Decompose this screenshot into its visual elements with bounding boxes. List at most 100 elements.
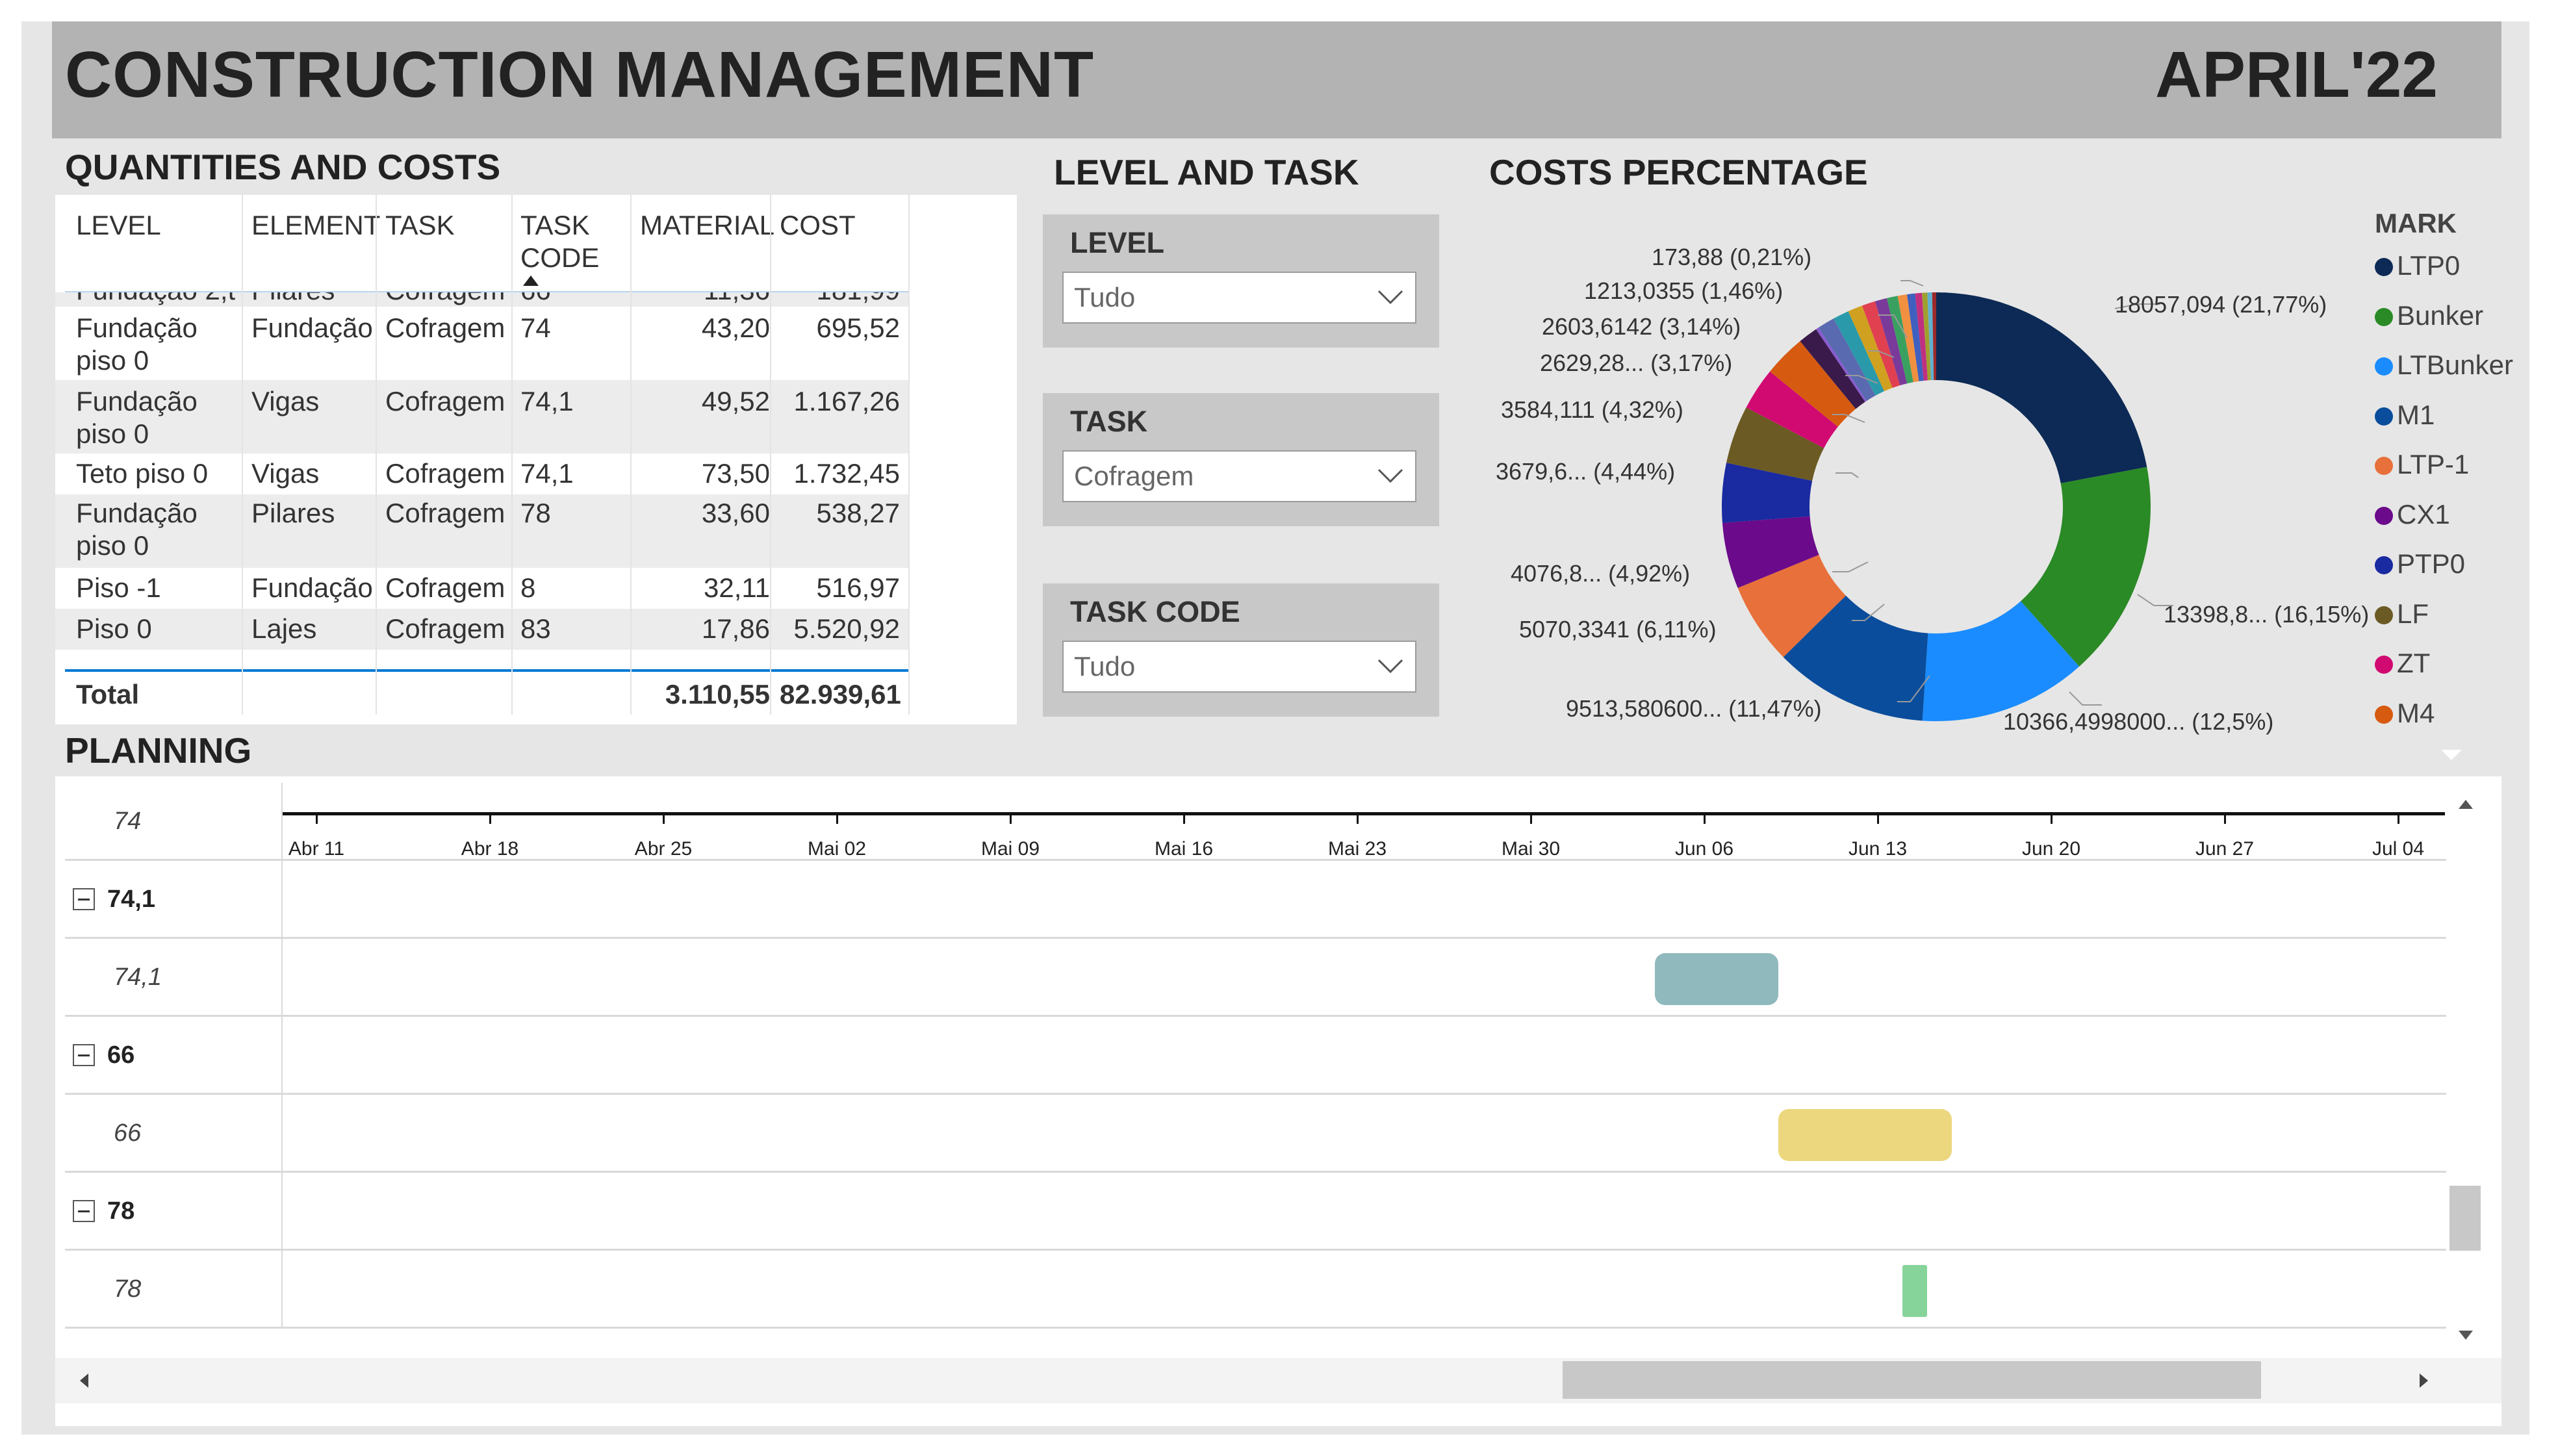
cell-task: Cofragem: [385, 386, 505, 416]
donut-slice[interactable]: [1874, 298, 1908, 386]
donut-slice[interactable]: [1861, 301, 1900, 389]
donut-slice[interactable]: [1815, 327, 1867, 402]
gantt-task-row[interactable]: 74: [65, 783, 2446, 861]
timeline-tick-label: Mai 16: [1154, 838, 1214, 860]
legend-item-bunker[interactable]: Bunker: [2375, 300, 2483, 331]
gantt-task-bar[interactable]: [1654, 953, 1779, 1005]
donut-slice-cx1[interactable]: [1722, 516, 1819, 588]
legend-marker-icon: [2375, 556, 2393, 574]
timeline-tick-mark: [1704, 812, 1706, 824]
task-code-dropdown[interactable]: Tudo: [1062, 641, 1416, 693]
timeline-tick-mark: [2398, 812, 2399, 824]
gantt-task-row[interactable]: 74,1: [65, 939, 2446, 1017]
legend-item-ltbunker[interactable]: LTBunker: [2375, 350, 2513, 381]
gantt-vertical-scrollbar[interactable]: [2449, 786, 2482, 1351]
column-header-level[interactable]: LEVEL: [76, 210, 161, 240]
legend-item-m1[interactable]: M1: [2375, 400, 2435, 431]
gantt-row-header: 78: [65, 1251, 283, 1327]
gantt-horizontal-scrollbar[interactable]: [55, 1358, 2501, 1403]
gantt-task-row[interactable]: 66: [65, 1095, 2446, 1173]
table-row[interactable]: Teto piso 0 Vigas Cofragem 74,1 73,50 1.…: [55, 453, 910, 494]
collapse-icon[interactable]: [73, 1044, 95, 1066]
donut-slice[interactable]: [1932, 292, 1936, 381]
scroll-down-icon[interactable]: [2457, 1329, 2474, 1342]
level-dropdown[interactable]: Tudo: [1062, 272, 1416, 324]
donut-slice-ltp-1[interactable]: [1737, 554, 1846, 658]
gantt-task-row[interactable]: 78: [65, 1251, 2446, 1329]
table-row[interactable]: Piso 0 Lajes Cofragem 83 17,86 5.520,92: [55, 609, 910, 650]
gantt-group-row[interactable]: 74,1: [65, 861, 2446, 939]
gantt-row-label: 78: [114, 1275, 142, 1303]
donut-slice[interactable]: [1915, 292, 1928, 381]
donut-slice[interactable]: [1887, 296, 1913, 384]
donut-slice[interactable]: [1897, 294, 1919, 383]
donut-slice[interactable]: [1907, 293, 1924, 381]
gantt-row-header: 74,1: [65, 861, 283, 938]
leader-line: [1845, 375, 1878, 384]
legend-item-ltp0[interactable]: LTP0: [2375, 250, 2460, 281]
cell-cost: 1.732,45: [793, 458, 901, 489]
leader-line: [1832, 561, 1869, 572]
donut-slice[interactable]: [1927, 292, 1934, 381]
scroll-left-icon[interactable]: [78, 1372, 91, 1389]
cell-code: 74: [520, 313, 551, 343]
table-row[interactable]: Fundação piso 0 Vigas Cofragem 74,1 49,5…: [55, 380, 910, 453]
timeline-tick-label: Abr 25: [634, 838, 693, 860]
task-dropdown[interactable]: Cofragem: [1062, 450, 1416, 502]
column-header-task[interactable]: TASK: [385, 210, 455, 240]
gantt-task-bar[interactable]: [1778, 1109, 1952, 1161]
table-row[interactable]: Piso -1 Fundação Cofragem 8 32,11 516,97: [55, 568, 910, 609]
donut-slice-ltp0[interactable]: [1936, 292, 2147, 483]
cell-element: Pilares: [251, 292, 335, 307]
donut-slice[interactable]: [1818, 318, 1876, 402]
legend-label: LTBunker: [2397, 350, 2513, 380]
column-header-element[interactable]: ELEMENT: [251, 210, 381, 240]
gantt-row-label: 66: [114, 1119, 142, 1147]
legend-item-ltp-1[interactable]: LTP-1: [2375, 449, 2469, 480]
column-header-cost[interactable]: COST: [780, 210, 856, 240]
scroll-right-icon[interactable]: [2417, 1372, 2430, 1389]
collapse-icon[interactable]: [73, 888, 95, 910]
donut-slice[interactable]: [1921, 292, 1931, 381]
legend-marker-icon: [2375, 457, 2393, 475]
donut-slice[interactable]: [1834, 311, 1884, 396]
legend-item-zt[interactable]: ZT: [2375, 648, 2430, 679]
chevron-down-icon: [1377, 290, 1403, 305]
donut-slice-zt[interactable]: [1746, 371, 1838, 448]
page-title: CONSTRUCTION MANAGEMENT: [65, 38, 1095, 111]
cell-cost: 695,52: [816, 313, 900, 343]
table-total-row: Total 3.110,55 82.939,61: [65, 669, 910, 717]
donut-slice-ptp0[interactable]: [1722, 463, 1813, 523]
leader-line: [1835, 472, 1859, 478]
donut-slice-lf[interactable]: [1726, 407, 1824, 481]
column-divider: [630, 195, 632, 715]
collapse-icon[interactable]: [73, 1200, 95, 1222]
cell-element: Vigas: [251, 386, 320, 416]
legend-item-m4[interactable]: M4: [2375, 698, 2435, 729]
donut-slice[interactable]: [1848, 305, 1893, 392]
legend-item-lf[interactable]: LF: [2375, 598, 2429, 630]
table-row[interactable]: Fundação 2,t Pilares Cofragem 66 11,36 1…: [55, 292, 910, 307]
donut-label: 2603,6142 (3,14%): [1542, 313, 1741, 340]
table-row[interactable]: Fundação piso 0 Fundação Cofragem 74 43,…: [55, 307, 910, 380]
gantt-group-row[interactable]: 78: [65, 1173, 2446, 1251]
column-header-task-code[interactable]: TASK CODE: [520, 210, 600, 273]
donut-slice-m1[interactable]: [1783, 595, 1928, 721]
scroll-thumb[interactable]: [2449, 1186, 2481, 1251]
donut-slice[interactable]: [1800, 329, 1865, 409]
donut-slice-m4[interactable]: [1770, 341, 1856, 427]
donut-slice-bunker[interactable]: [2021, 466, 2151, 667]
donut-slice-ltbunker[interactable]: [1922, 601, 2080, 721]
legend-title: MARK: [2375, 208, 2457, 238]
scroll-up-icon[interactable]: [2457, 798, 2474, 811]
legend-item-ptp0[interactable]: PTP0: [2375, 548, 2465, 580]
scroll-thumb[interactable]: [1563, 1361, 2261, 1399]
scroll-down-icon[interactable]: [2438, 747, 2464, 763]
gantt-group-row[interactable]: 66: [65, 1017, 2446, 1095]
column-header-material[interactable]: MATERIAL: [640, 210, 774, 240]
gantt-task-bar[interactable]: [1902, 1265, 1928, 1317]
chevron-down-icon: [1377, 468, 1403, 483]
legend-item-cx1[interactable]: CX1: [2375, 499, 2450, 530]
cell-level: Fundação piso 0: [76, 313, 198, 376]
table-row[interactable]: Fundação piso 0 Pilares Cofragem 78 33,6…: [55, 494, 910, 568]
